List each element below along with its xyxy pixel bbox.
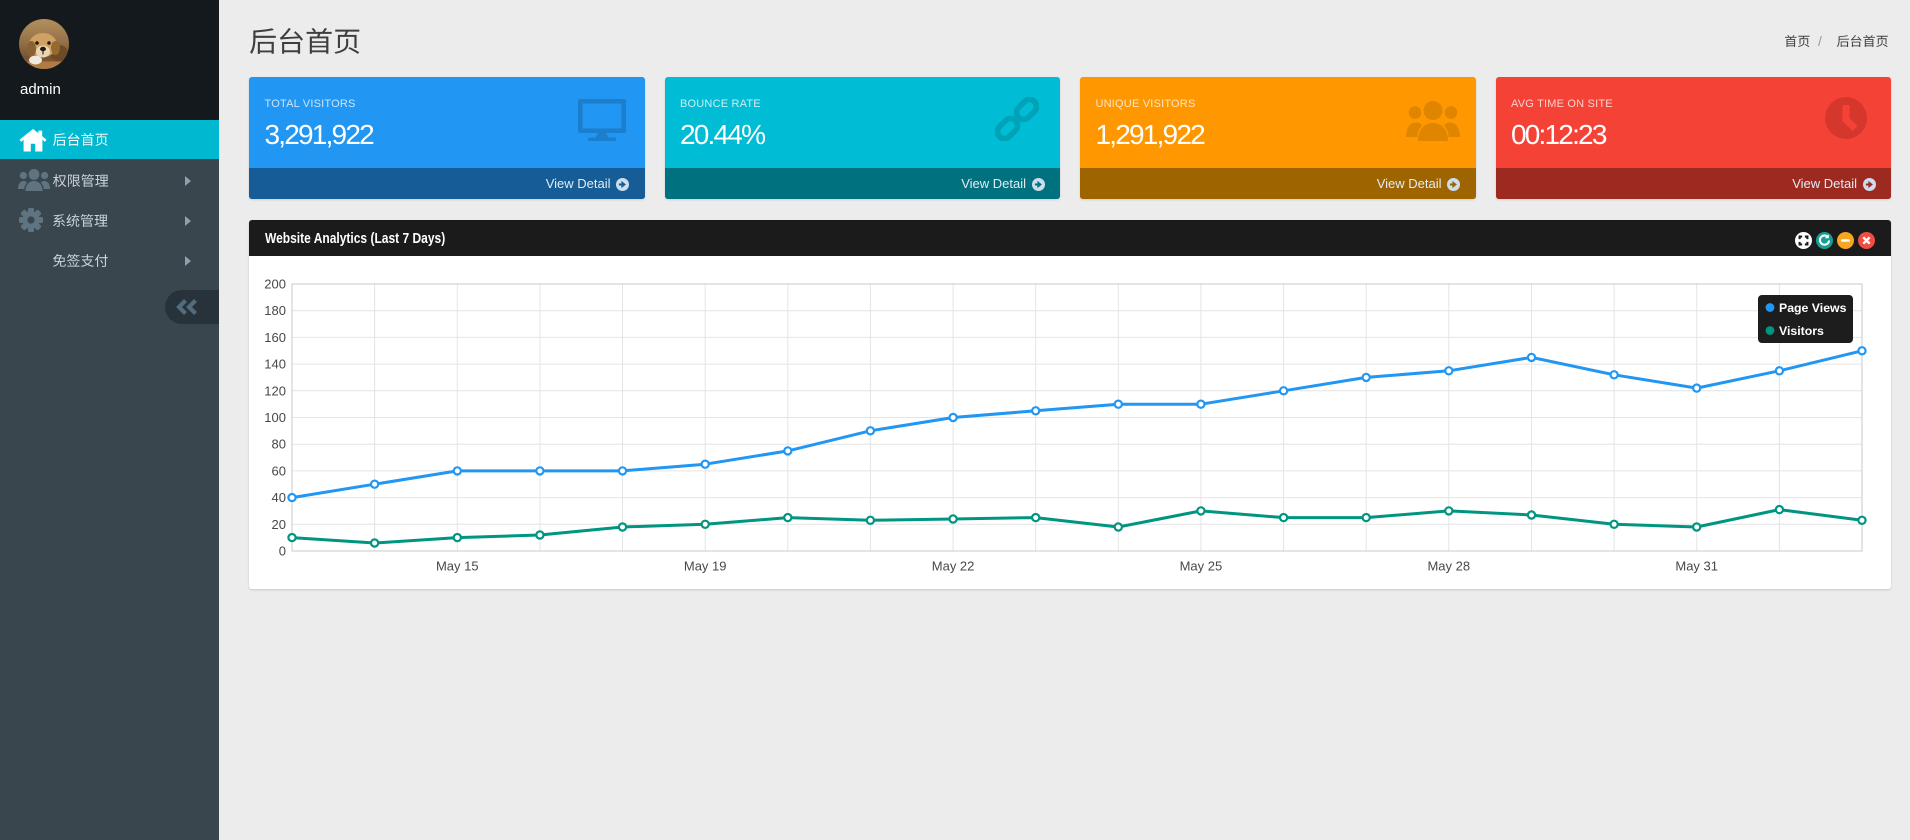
svg-text:May 31: May 31 xyxy=(1675,559,1718,574)
svg-text:120: 120 xyxy=(264,383,286,398)
svg-text:160: 160 xyxy=(264,330,286,345)
svg-text:May 15: May 15 xyxy=(436,559,479,574)
svg-text:May 19: May 19 xyxy=(684,559,727,574)
svg-text:Visitors: Visitors xyxy=(1779,324,1824,338)
svg-text:May 25: May 25 xyxy=(1180,559,1223,574)
svg-text:40: 40 xyxy=(272,490,286,505)
svg-text:0: 0 xyxy=(279,544,286,559)
svg-text:May 28: May 28 xyxy=(1427,559,1470,574)
svg-text:180: 180 xyxy=(264,303,286,318)
svg-text:60: 60 xyxy=(272,463,286,478)
svg-text:100: 100 xyxy=(264,410,286,425)
svg-text:20: 20 xyxy=(272,517,286,532)
svg-text:200: 200 xyxy=(264,277,286,292)
svg-text:Page Views: Page Views xyxy=(1779,301,1847,315)
svg-text:140: 140 xyxy=(264,357,286,372)
svg-text:May 22: May 22 xyxy=(932,559,975,574)
svg-text:80: 80 xyxy=(272,437,286,452)
